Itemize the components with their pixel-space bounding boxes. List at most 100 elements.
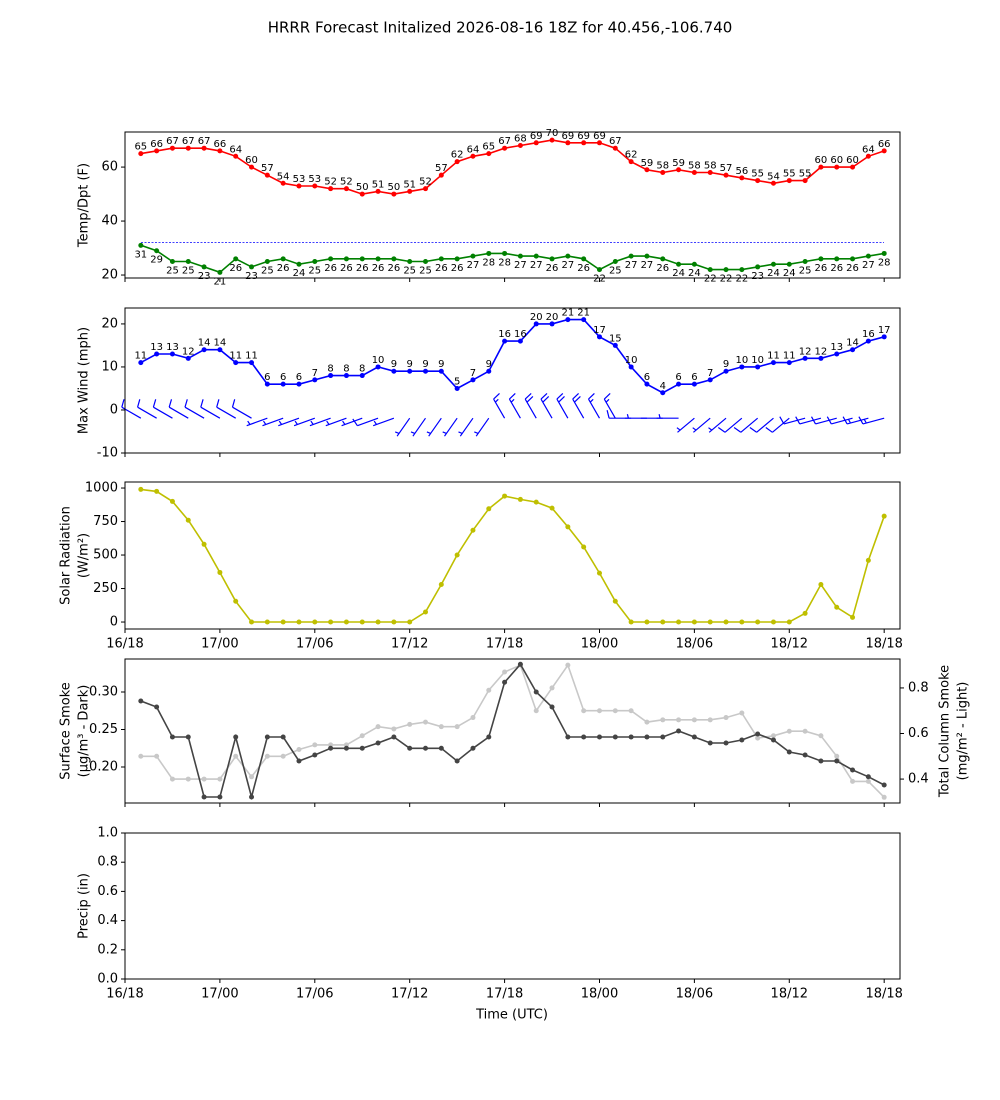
point	[865, 774, 871, 780]
point	[264, 172, 270, 178]
data-label: 9	[391, 359, 397, 370]
data-label: 67	[166, 136, 179, 147]
point	[280, 180, 286, 186]
point	[628, 364, 634, 370]
point	[850, 256, 856, 262]
y-tick-label: -10	[97, 446, 118, 461]
data-label: 26	[356, 263, 369, 274]
data-label: 26	[340, 263, 353, 274]
point	[581, 544, 587, 550]
wind-barb	[765, 417, 790, 433]
x-tick-label: 18/06	[676, 637, 713, 652]
point	[691, 169, 697, 175]
point	[328, 373, 334, 379]
point	[786, 619, 792, 625]
point	[169, 776, 175, 782]
point	[407, 368, 413, 374]
data-label: 8	[343, 364, 349, 375]
data-label: 26	[372, 263, 385, 274]
x-tick-label: 17/06	[296, 987, 333, 1002]
data-label: 25	[419, 266, 432, 277]
point	[707, 740, 713, 746]
point	[739, 710, 745, 716]
data-label: 24	[767, 268, 780, 279]
point	[802, 259, 808, 265]
data-label: 27	[530, 260, 543, 271]
data-label: 31	[134, 249, 147, 260]
y-axis-label: Temp/Dpt (F)	[77, 163, 92, 248]
point	[502, 679, 508, 685]
point	[217, 794, 223, 800]
point	[502, 338, 508, 344]
point	[407, 745, 413, 751]
point	[533, 253, 539, 259]
data-label: 25	[403, 266, 416, 277]
axes-frame	[124, 131, 901, 279]
series-line	[140, 318, 885, 394]
point	[296, 261, 302, 267]
y-tick-label: 0.20	[89, 760, 118, 775]
x-tick-label: 17/12	[391, 637, 428, 652]
point	[280, 619, 286, 625]
data-label: 25	[609, 266, 622, 277]
point	[549, 704, 555, 710]
data-label: 58	[656, 160, 669, 171]
point	[660, 390, 666, 396]
point	[169, 734, 175, 740]
point	[438, 724, 444, 730]
data-label: 57	[261, 163, 274, 174]
point	[723, 172, 729, 178]
data-label: 52	[324, 177, 337, 188]
data-label: 25	[308, 266, 321, 277]
x-tick-label: 18/12	[771, 637, 808, 652]
point	[850, 347, 856, 353]
point	[375, 619, 381, 625]
point	[581, 140, 587, 146]
point	[755, 619, 761, 625]
point	[154, 351, 160, 357]
data-label: 6	[264, 372, 270, 383]
point	[249, 794, 255, 800]
point	[280, 256, 286, 262]
wind-barb	[309, 417, 331, 427]
point	[296, 381, 302, 387]
x-tick-label: 18/00	[581, 987, 618, 1002]
y-tick-label: 0.8	[97, 855, 118, 870]
data-label: 67	[498, 136, 511, 147]
data-label: 60	[245, 155, 258, 166]
data-label: 26	[435, 263, 448, 274]
point	[375, 364, 381, 370]
point	[881, 782, 887, 788]
y-axis-label: (μg/m³ - Dark)	[77, 685, 92, 778]
point	[343, 745, 349, 751]
point	[391, 619, 397, 625]
data-label: 26	[546, 263, 559, 274]
point	[423, 259, 429, 265]
point	[486, 151, 492, 157]
point	[233, 153, 239, 159]
wind-barb	[493, 392, 506, 419]
point	[596, 570, 602, 576]
point	[723, 619, 729, 625]
point	[169, 259, 175, 265]
point	[486, 687, 492, 693]
point	[818, 758, 824, 764]
y-tick-label: 60	[101, 160, 118, 175]
data-label: 29	[150, 255, 163, 266]
point	[802, 728, 808, 734]
point	[359, 373, 365, 379]
point	[328, 186, 334, 192]
data-label: 16	[862, 329, 875, 340]
point	[201, 264, 207, 270]
data-label: 58	[704, 160, 717, 171]
data-label: 26	[815, 263, 828, 274]
point	[676, 167, 682, 173]
data-label: 16	[514, 329, 527, 340]
data-label: 9	[407, 359, 413, 370]
wind-barb	[692, 417, 711, 433]
data-label: 22	[720, 274, 733, 285]
data-label: 13	[166, 342, 179, 353]
data-label: 20	[530, 312, 543, 323]
point	[217, 569, 223, 575]
